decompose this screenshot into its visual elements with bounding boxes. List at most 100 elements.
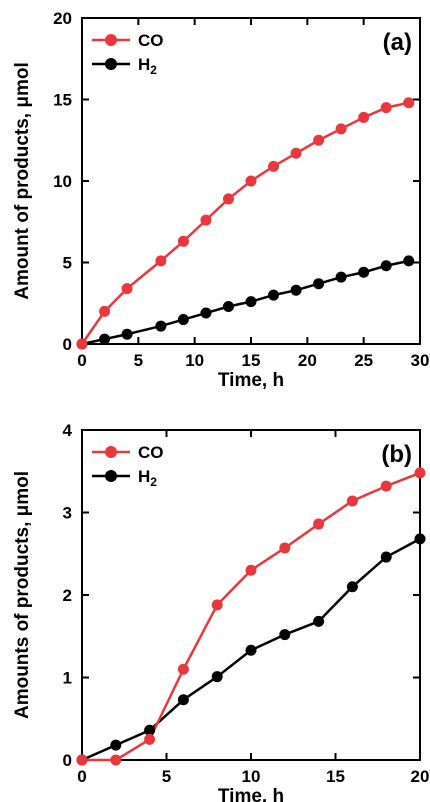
data-point-co <box>380 102 392 114</box>
x-tick-label: 20 <box>411 767 430 786</box>
data-point-co <box>222 193 234 205</box>
data-point-h2 <box>380 551 392 563</box>
y-tick-label: 1 <box>63 669 72 688</box>
panel-label-a: (a) <box>383 29 412 56</box>
data-point-h2 <box>211 671 223 683</box>
series-markers-b <box>76 467 426 766</box>
data-point-co <box>99 305 111 317</box>
panel-a: 0 5 10 15 20 25 30 0 5 10 15 20 (a) CO H2 Time, h A… <box>12 9 429 391</box>
data-point-co <box>177 235 189 247</box>
data-point-co <box>110 754 122 766</box>
y-tick-label: 10 <box>53 172 72 191</box>
x-tick-label: 10 <box>185 351 204 370</box>
data-point-co <box>313 134 325 146</box>
y-tick-label: 3 <box>63 504 72 523</box>
legend-b: CO H2 <box>92 443 164 489</box>
data-point-h2 <box>177 314 189 326</box>
series-lines-a <box>80 101 409 346</box>
data-point-h2 <box>380 260 392 272</box>
data-point-h2 <box>313 615 325 627</box>
plot-frame-b <box>81 429 421 761</box>
data-point-co <box>144 733 156 745</box>
data-point-h2 <box>414 533 426 545</box>
y-tick-label: 20 <box>53 9 72 28</box>
legend-a: CO H2 <box>92 31 164 77</box>
data-point-co <box>177 663 189 675</box>
data-point-co <box>245 175 257 187</box>
x-tick-label: 5 <box>162 767 171 786</box>
y-axis-label-b: Amounts of products, μmol <box>12 471 33 719</box>
data-point-co <box>155 255 167 267</box>
data-point-h2 <box>268 289 280 301</box>
data-point-co <box>268 160 280 172</box>
data-point-h2 <box>222 301 234 313</box>
data-point-h2 <box>335 271 347 283</box>
data-point-co <box>211 599 223 611</box>
data-point-co <box>414 467 426 479</box>
x-tick-label: 25 <box>354 351 373 370</box>
axis-ticks-b: 0 5 10 15 20 0 1 2 3 4 <box>63 421 430 786</box>
legend-label-h2: H2 <box>138 467 157 489</box>
data-point-h2 <box>144 724 156 736</box>
panel-b: 0 5 10 15 20 0 1 2 3 4 (b) CO H2 Time, h Amounts … <box>12 421 429 802</box>
data-point-h2 <box>245 644 257 656</box>
data-point-co <box>346 495 358 507</box>
data-point-co <box>279 542 291 554</box>
data-point-h2 <box>358 266 370 278</box>
y-tick-label: 5 <box>63 254 72 273</box>
x-tick-label: 15 <box>242 351 261 370</box>
legend-label-co: CO <box>138 443 164 462</box>
x-tick-label: 10 <box>242 767 261 786</box>
data-point-co <box>403 97 415 109</box>
data-point-h2 <box>99 333 111 345</box>
series-markers-a <box>76 97 415 350</box>
x-axis-label-a: Time, h <box>218 370 284 391</box>
data-point-h2 <box>346 581 358 593</box>
data-point-h2 <box>290 284 302 296</box>
data-point-co <box>290 147 302 159</box>
data-point-h2 <box>155 320 167 332</box>
data-point-h2 <box>200 307 212 319</box>
legend-marker-h2 <box>105 470 117 482</box>
data-point-co <box>358 111 370 123</box>
x-tick-label: 0 <box>77 351 86 370</box>
data-point-co <box>245 564 257 576</box>
x-tick-label: 20 <box>298 351 317 370</box>
data-point-h2 <box>177 694 189 706</box>
y-tick-label: 0 <box>63 751 72 770</box>
x-tick-label: 30 <box>411 351 430 370</box>
y-tick-label: 4 <box>63 421 73 440</box>
axis-ticks-a: 0 5 10 15 20 25 30 0 5 10 15 20 <box>53 9 429 370</box>
legend-marker-h2 <box>105 58 117 70</box>
subscript-2: 2 <box>150 63 157 77</box>
data-point-co <box>121 283 133 295</box>
y-tick-label: 15 <box>53 91 72 110</box>
y-axis-label-a: Amount of products, μmol <box>12 62 33 300</box>
data-point-h2 <box>121 328 133 340</box>
panel-label-b: (b) <box>381 441 412 468</box>
data-point-h2 <box>110 739 122 751</box>
legend-marker-co <box>105 34 117 46</box>
data-point-co <box>200 214 212 226</box>
data-point-h2 <box>245 296 257 308</box>
series-line-co <box>82 471 421 762</box>
data-point-h2 <box>279 629 291 641</box>
data-point-co <box>76 338 88 350</box>
data-point-co <box>76 754 88 766</box>
x-tick-label: 15 <box>326 767 345 786</box>
legend-marker-co <box>105 446 117 458</box>
data-point-h2 <box>403 255 415 267</box>
data-point-co <box>313 518 325 530</box>
data-point-co <box>335 123 347 135</box>
data-point-co <box>380 480 392 492</box>
x-tick-label: 5 <box>134 351 143 370</box>
x-tick-label: 0 <box>77 767 86 786</box>
x-axis-label-b: Time, h <box>218 786 284 802</box>
y-tick-label: 0 <box>63 335 72 354</box>
legend-label-h2: H2 <box>138 55 157 77</box>
legend-label-co: CO <box>138 31 164 50</box>
y-tick-label: 2 <box>63 586 72 605</box>
subscript-2: 2 <box>150 475 157 489</box>
data-point-h2 <box>313 278 325 290</box>
